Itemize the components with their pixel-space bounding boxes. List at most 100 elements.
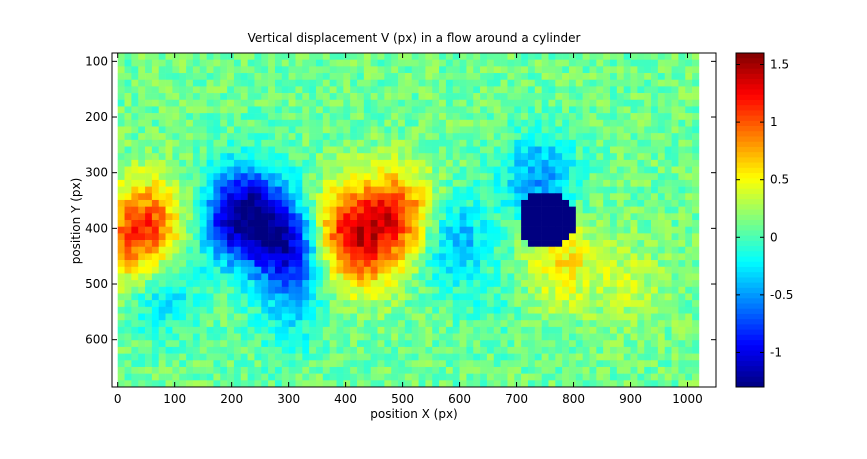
heatmap-cell (309, 139, 317, 147)
heatmap-cell (610, 79, 618, 87)
heatmap-cell (425, 179, 433, 187)
heatmap-cell (630, 146, 638, 154)
heatmap-cell (288, 240, 296, 248)
heatmap-cell (678, 119, 686, 127)
heatmap-cell (623, 253, 631, 261)
heatmap-cell (507, 106, 515, 114)
heatmap-cell (445, 353, 454, 361)
heatmap-cell (350, 226, 358, 234)
heatmap-cell (151, 133, 160, 141)
heatmap-cell (459, 186, 467, 194)
heatmap-cell (247, 206, 255, 214)
heatmap-cell (165, 313, 173, 321)
heatmap-cell (582, 106, 590, 114)
heatmap-cell (439, 206, 447, 214)
heatmap-cell (199, 53, 207, 60)
heatmap-cell (391, 293, 399, 301)
heatmap-cell (336, 326, 344, 334)
heatmap-cell (288, 179, 296, 187)
heatmap-cell (527, 246, 536, 254)
heatmap-cell (281, 313, 289, 321)
heatmap-cell (445, 93, 454, 101)
heatmap-cell (281, 86, 289, 94)
heatmap-cell (664, 300, 672, 308)
heatmap-cell (630, 333, 638, 341)
heatmap-cell (514, 86, 522, 94)
heatmap-cell (610, 106, 618, 114)
heatmap-cell (459, 166, 467, 174)
heatmap-cell (466, 179, 474, 187)
heatmap-cell (131, 240, 139, 248)
heatmap-cell (480, 220, 488, 227)
heatmap-cell (363, 126, 371, 134)
heatmap-cell (562, 113, 570, 121)
heatmap-cell (233, 139, 242, 147)
heatmap-cell (534, 99, 542, 107)
heatmap-cell (589, 79, 597, 87)
heatmap-cell (213, 139, 221, 147)
heatmap-cell (172, 206, 180, 214)
heatmap-cell (295, 266, 303, 274)
heatmap-cell (692, 166, 700, 174)
heatmap-cell (548, 260, 556, 268)
heatmap-cell (411, 273, 419, 281)
heatmap-cell (452, 193, 460, 201)
heatmap-cell (158, 313, 166, 321)
heatmap-cell (131, 233, 139, 241)
heatmap-cell (616, 106, 624, 114)
heatmap-cell (329, 253, 337, 261)
heatmap-cell (186, 106, 194, 114)
heatmap-cell (548, 186, 556, 194)
heatmap-cell (391, 179, 399, 187)
heatmap-cell (657, 153, 666, 161)
heatmap-cell (138, 106, 146, 114)
heatmap-cell (651, 179, 659, 187)
heatmap-cell (651, 99, 659, 107)
heatmap-cell (473, 226, 481, 234)
heatmap-cell (500, 246, 508, 254)
heatmap-cell (623, 66, 631, 74)
heatmap-cell (534, 233, 542, 241)
heatmap-cell (268, 113, 276, 121)
heatmap-cell (213, 333, 221, 341)
heatmap-cell (486, 326, 495, 334)
heatmap-cell (637, 206, 645, 214)
heatmap-cell (186, 126, 194, 134)
heatmap-cell (466, 113, 474, 121)
heatmap-cell (692, 266, 700, 274)
heatmap-cell (541, 193, 549, 201)
heatmap-cell (657, 99, 666, 107)
heatmap-cell (281, 146, 289, 154)
heatmap-cell (418, 206, 426, 214)
heatmap-cell (664, 126, 672, 134)
heatmap-cell (575, 159, 583, 167)
heatmap-cell (651, 320, 659, 328)
heatmap-cell (425, 226, 433, 234)
heatmap-cell (151, 240, 160, 248)
heatmap-cell (350, 106, 358, 114)
heatmap-cell (302, 373, 310, 381)
heatmap-cell (227, 360, 235, 368)
heatmap-cell (623, 380, 631, 388)
heatmap-cell (439, 233, 447, 241)
heatmap-cell (527, 373, 536, 381)
heatmap-cell (165, 139, 173, 147)
heatmap-cell (220, 133, 228, 141)
heatmap-cell (596, 153, 604, 161)
heatmap-cell (384, 360, 392, 368)
heatmap-cell (452, 246, 460, 254)
heatmap-cell (418, 246, 426, 254)
heatmap-cell (459, 93, 467, 101)
heatmap-cell (575, 99, 583, 107)
heatmap-cell (521, 73, 529, 81)
heatmap-cell (206, 126, 214, 134)
heatmap-cell (411, 260, 419, 268)
heatmap-cell (452, 59, 460, 67)
heatmap-cell (131, 360, 139, 368)
y-tick-label: 500 (85, 277, 108, 291)
heatmap-cell (329, 133, 337, 141)
heatmap-cell (692, 193, 700, 201)
heatmap-cell (227, 113, 235, 121)
heatmap-cell (541, 199, 549, 207)
